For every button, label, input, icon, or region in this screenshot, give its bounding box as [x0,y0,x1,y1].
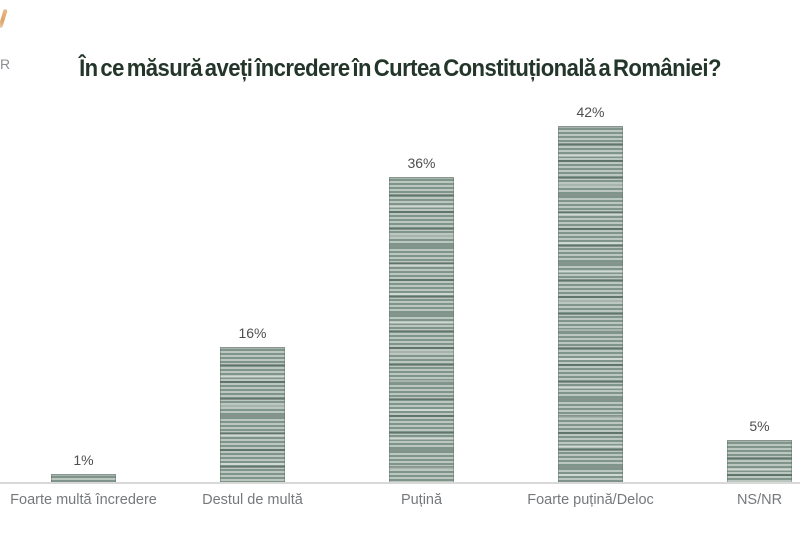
logo-mark-partial-icon [0,8,8,29]
category-label: Foarte multă încredere [10,492,157,508]
category-label: Foarte puțină/Deloc [527,492,654,508]
bar-value-label: 5% [749,418,770,434]
bar-value-label: 36% [407,155,436,171]
category-label: Puțină [400,492,443,508]
chart-bar [727,440,792,483]
logo-letter: R [0,56,11,72]
bar-value-label: 42% [576,104,605,120]
chart-bar [389,177,454,483]
category-label: NS/NR [736,492,783,508]
chart-bar [220,347,285,483]
chart-bar [51,474,116,483]
bar-value-label: 1% [73,452,94,468]
x-axis-line [0,482,800,484]
chart-bar [558,126,623,483]
bar-value-label: 16% [238,325,267,341]
category-label: Destul de multă [202,492,303,508]
chart-title: În ce măsură aveți încredere în Curtea C… [79,55,721,82]
